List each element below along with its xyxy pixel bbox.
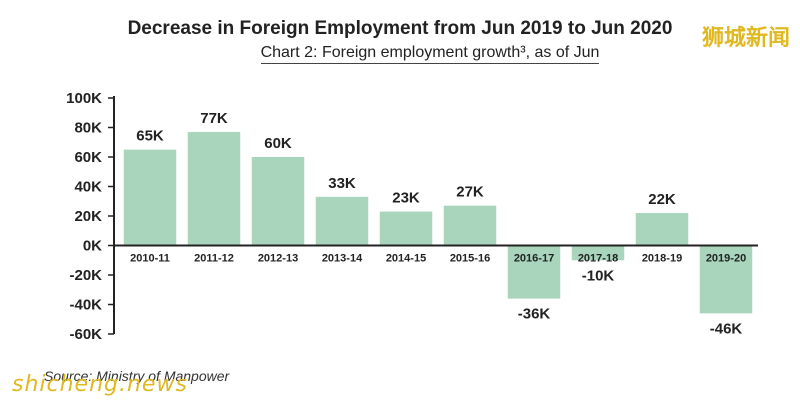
x-tick-label: 2013-14 (322, 253, 363, 265)
x-tick-label: 2018-19 (642, 253, 682, 265)
x-tick-label: 2014-15 (386, 253, 426, 265)
data-label: 77K (200, 110, 228, 127)
x-tick-label: 2017-18 (578, 253, 618, 265)
bar (251, 157, 305, 246)
watermark-top: 狮城新闻 (701, 26, 790, 51)
bar (315, 196, 369, 246)
y-tick-label: -60K (69, 326, 102, 343)
chart-subtitle-text: Chart 2: Foreign employment growth³, as … (260, 44, 600, 64)
bar (507, 245, 561, 299)
data-label: 33K (328, 175, 356, 192)
bar (379, 211, 433, 246)
chart-subtitle: Chart 2: Foreign employment growth³, as … (0, 44, 800, 64)
x-tick-label: 2016-17 (514, 253, 554, 265)
data-label: -36K (518, 306, 551, 323)
x-tick-label: 2011-12 (194, 253, 234, 265)
y-tick-label: -40K (69, 297, 102, 314)
data-label: 60K (264, 135, 292, 152)
bar (571, 245, 625, 261)
y-tick-label: -20K (69, 267, 102, 284)
data-label: 22K (648, 191, 676, 208)
bar (123, 149, 177, 246)
data-label: 65K (136, 128, 164, 145)
source-note: Source: Ministry of Manpower (44, 368, 230, 384)
bar (443, 205, 497, 246)
watermark-bottom: shicheng.news (12, 372, 188, 397)
data-label: 27K (456, 184, 484, 201)
x-tick-label: 2010-11 (130, 253, 170, 265)
y-tick-label: 100K (66, 90, 102, 107)
bar (187, 131, 241, 246)
chart-title: Decrease in Foreign Employment from Jun … (127, 18, 673, 39)
data-label: -10K (582, 267, 615, 284)
y-tick-label: 20K (74, 208, 102, 225)
y-tick-label: 0K (83, 238, 102, 255)
bar (635, 213, 689, 246)
y-tick-label: 40K (74, 179, 102, 196)
y-tick-label: 60K (74, 149, 102, 166)
x-tick-label: 2015-16 (450, 253, 490, 265)
y-tick-label: 80K (74, 120, 102, 137)
data-label: 23K (392, 190, 420, 207)
x-tick-label: 2012-13 (258, 253, 298, 265)
x-tick-label: 2019-20 (706, 253, 746, 265)
bar (699, 245, 753, 314)
data-label: -46K (710, 320, 743, 337)
